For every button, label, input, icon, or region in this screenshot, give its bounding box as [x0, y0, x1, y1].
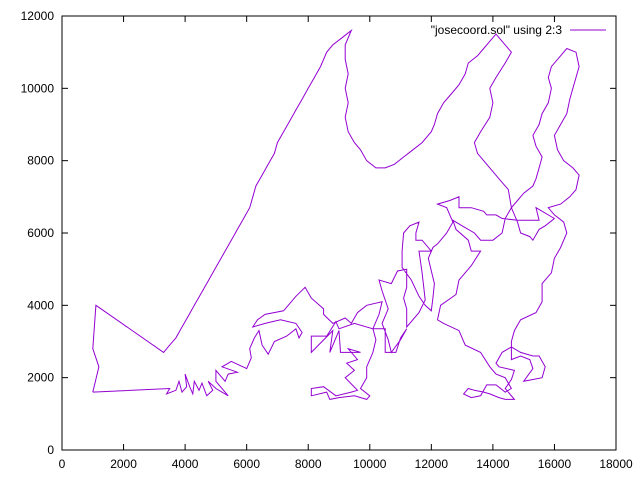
series-line — [92, 28, 580, 400]
x-tick-label: 2000 — [110, 457, 137, 471]
y-tick-label: 12000 — [21, 9, 55, 23]
y-tick-label: 2000 — [27, 371, 54, 385]
y-tick-label: 4000 — [27, 298, 54, 312]
x-axis: 0 2000 4000 6000 8000 10000 12000 14000 16000 180… — [59, 16, 633, 471]
plot-frame — [61, 15, 617, 451]
x-tick-label: 14000 — [476, 457, 510, 471]
x-tick-label: 4000 — [172, 457, 199, 471]
x-tick-label: 6000 — [233, 457, 260, 471]
x-tick-label: 18000 — [599, 457, 633, 471]
y-tick-label: 10000 — [21, 81, 55, 95]
x-tick-label: 16000 — [538, 457, 572, 471]
legend: "josecoord.sol" using 2:3 — [431, 23, 606, 37]
y-tick-label: 0 — [47, 443, 54, 457]
x-tick-label: 0 — [59, 457, 66, 471]
x-tick-label: 8000 — [295, 457, 322, 471]
x-tick-label: 12000 — [415, 457, 449, 471]
legend-label: "josecoord.sol" using 2:3 — [431, 23, 563, 37]
y-axis: 0 2000 4000 6000 8000 10000 12000 — [21, 9, 616, 457]
y-tick-label: 8000 — [27, 154, 54, 168]
y-tick-label: 6000 — [27, 226, 54, 240]
x-tick-label: 10000 — [353, 457, 387, 471]
